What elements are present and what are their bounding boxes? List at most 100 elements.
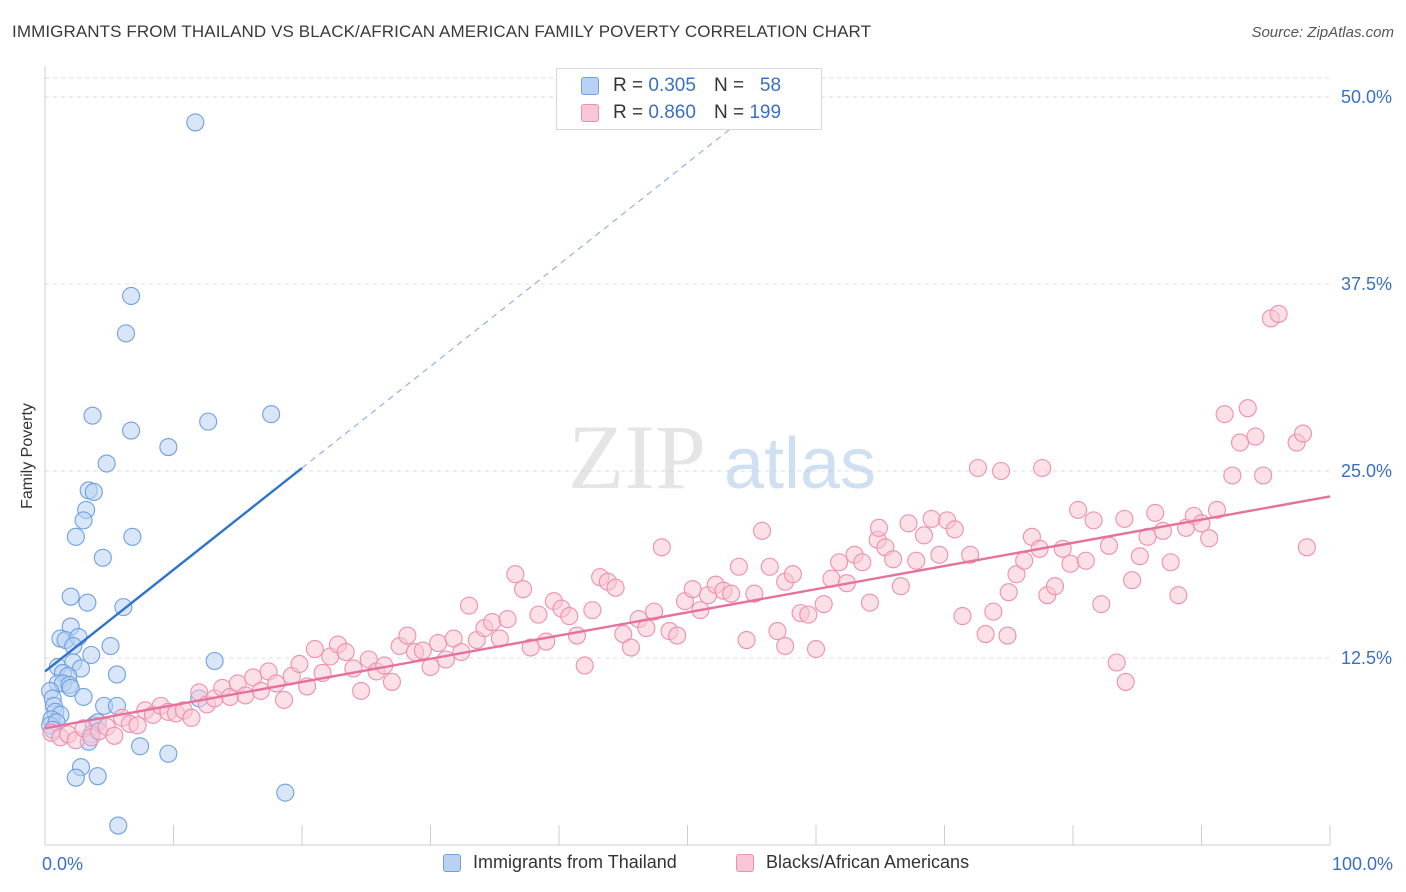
legend-n-value: 58 — [759, 75, 782, 96]
point-blacks — [1146, 503, 1165, 522]
point-blacks — [583, 601, 602, 620]
point-thailand — [107, 665, 127, 684]
point-thailand — [159, 438, 178, 457]
chart-title: IMMIGRANTS FROM THAILAND VS BLACK/AFRICA… — [12, 22, 872, 41]
point-blacks — [968, 458, 987, 478]
point-blacks — [436, 650, 455, 669]
legend-r-value: 0.305 — [648, 75, 696, 96]
point-blacks — [961, 545, 980, 564]
point-blacks — [930, 545, 949, 564]
legend-swatch-thailand — [443, 853, 461, 872]
x-tick-label: 0.0% — [42, 854, 83, 874]
point-blacks — [984, 602, 1003, 621]
point-thailand — [84, 482, 103, 501]
point-blacks — [182, 708, 201, 727]
point-thailand — [93, 548, 112, 567]
legend-label-thailand: Immigrants from Thailand — [473, 852, 677, 872]
point-blacks — [398, 626, 417, 645]
point-blacks — [752, 521, 772, 540]
point-blacks — [722, 584, 741, 603]
legend-row-thailand: R = 0.305 N = 58 — [581, 75, 781, 97]
legend-swatch-blacks — [736, 853, 754, 872]
legend-n-label: N = — [713, 75, 745, 96]
point-blacks — [776, 636, 795, 656]
point-blacks — [999, 583, 1018, 602]
point-blacks — [1231, 433, 1250, 452]
watermark: ZIP atlas — [568, 406, 876, 508]
point-blacks — [1246, 427, 1265, 446]
trend-line-blacks — [44, 495, 1331, 730]
point-blacks — [1107, 653, 1126, 672]
point-blacks — [105, 726, 124, 745]
point-blacks — [668, 626, 687, 645]
point-thailand — [74, 687, 93, 706]
legend-label-blacks: Blacks/African Americans — [766, 852, 970, 872]
legend-n-value: 199 — [749, 102, 782, 123]
point-thailand — [205, 651, 224, 671]
y-tick-label: 12.5% — [1341, 648, 1392, 668]
point-blacks — [869, 518, 889, 537]
point-blacks — [128, 716, 147, 735]
point-blacks — [521, 638, 540, 657]
point-blacks — [991, 461, 1011, 481]
point-blacks — [1069, 500, 1088, 519]
point-blacks — [1238, 399, 1257, 418]
point-blacks — [806, 639, 826, 659]
watermark-zip: ZIP — [568, 406, 706, 508]
y-tick-label: 25.0% — [1341, 461, 1392, 481]
point-blacks — [429, 633, 448, 653]
point-blacks — [976, 625, 995, 644]
y-tick-label: 50.0% — [1341, 87, 1392, 107]
point-blacks — [953, 607, 972, 626]
point-blacks — [1007, 565, 1026, 584]
legend-swatch-blacks — [581, 104, 599, 122]
point-thailand — [97, 454, 116, 473]
correlation-legend: R = 0.305 N = 58 R = 0.860 N = 199 — [556, 68, 822, 130]
point-blacks — [513, 580, 533, 599]
point-blacks — [498, 610, 517, 629]
point-thailand — [74, 511, 93, 530]
point-thailand — [159, 744, 178, 763]
point-blacks — [1076, 551, 1095, 570]
point-blacks — [860, 593, 880, 612]
point-blacks — [529, 605, 548, 624]
series-legend: Immigrants from Thailand Blacks/African … — [0, 852, 1406, 876]
point-thailand — [78, 593, 97, 612]
trend-lines — [44, 126, 1331, 730]
point-blacks — [1061, 554, 1080, 573]
point-blacks — [575, 656, 594, 675]
point-blacks — [853, 553, 872, 572]
legend-swatch-thailand — [581, 77, 599, 95]
point-thailand — [64, 636, 83, 656]
point-blacks — [1297, 538, 1316, 557]
point-blacks — [1115, 509, 1134, 528]
point-thailand — [122, 286, 141, 306]
point-blacks — [891, 577, 910, 596]
y-tick-label: 37.5% — [1341, 274, 1392, 294]
point-blacks — [1169, 586, 1188, 605]
point-thailand — [116, 324, 136, 343]
point-blacks — [1123, 571, 1142, 590]
series-immigrants-thailand — [41, 113, 295, 835]
point-blacks — [1092, 595, 1111, 614]
point-thailand — [61, 587, 80, 606]
legend-r-value: 0.860 — [648, 102, 696, 123]
legend-item-thailand: Immigrants from Thailand — [443, 852, 677, 873]
point-blacks — [1084, 511, 1103, 530]
point-thailand — [109, 816, 128, 835]
point-blacks — [1045, 577, 1065, 596]
point-blacks — [483, 613, 502, 632]
point-blacks — [922, 509, 941, 528]
point-blacks — [645, 602, 664, 621]
point-blacks — [998, 626, 1017, 645]
point-blacks — [945, 520, 964, 539]
point-blacks — [1099, 536, 1119, 555]
point-blacks — [1293, 424, 1313, 443]
point-blacks — [907, 551, 926, 570]
legend-n-label: N = — [713, 102, 745, 123]
point-blacks — [745, 584, 764, 603]
point-blacks — [1200, 529, 1219, 548]
point-blacks — [614, 625, 633, 644]
point-blacks — [413, 641, 432, 660]
